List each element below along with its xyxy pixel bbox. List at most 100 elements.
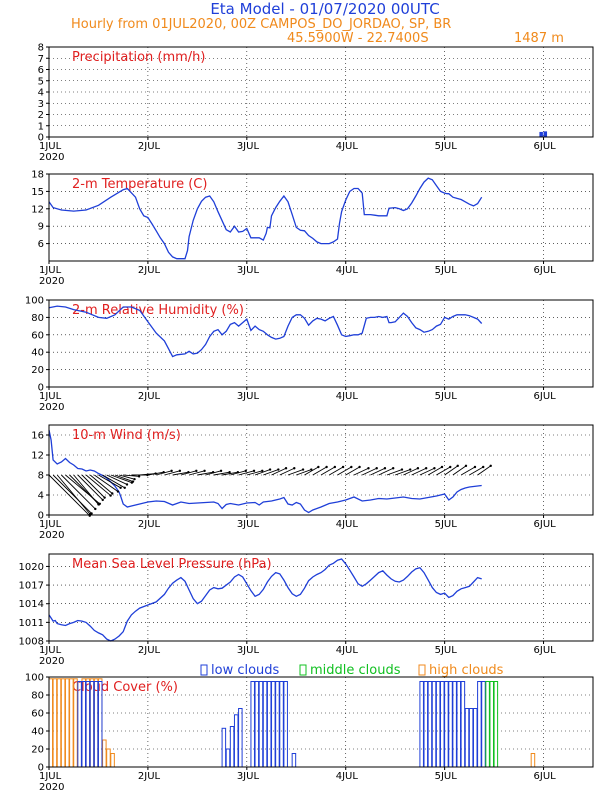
wind-barb bbox=[353, 467, 369, 476]
x-tick-label: 2JUL bbox=[138, 391, 161, 402]
series-line bbox=[48, 305, 483, 358]
y-tick-label: 100 bbox=[25, 296, 44, 307]
wind-barb bbox=[271, 467, 287, 476]
wind-barb bbox=[213, 471, 230, 476]
x-year-label: 2020 bbox=[39, 276, 64, 287]
chart-title: Eta Model - 01/07/2020 00UTC bbox=[210, 0, 439, 18]
wind-barb bbox=[164, 470, 180, 476]
x-year-label: 2020 bbox=[39, 656, 64, 667]
y-tick-label: 60 bbox=[31, 709, 44, 720]
legend-high-label: high clouds bbox=[429, 663, 504, 678]
wind-barb-head bbox=[325, 465, 328, 469]
middle-cloud-bar bbox=[493, 681, 499, 768]
wind-barb-head bbox=[97, 503, 100, 506]
wind-barb bbox=[77, 474, 104, 501]
panel-frame bbox=[48, 676, 594, 768]
wind-barb-head bbox=[391, 467, 395, 470]
wind-barb bbox=[337, 466, 352, 476]
wind-barb bbox=[329, 466, 344, 476]
low-cloud-bar bbox=[229, 726, 235, 768]
y-tick-label: 9 bbox=[38, 222, 44, 233]
wind-barb-head bbox=[317, 465, 320, 469]
y-tick-label: 1020 bbox=[19, 562, 44, 573]
wind-barb-head bbox=[178, 469, 182, 473]
low-cloud-bar bbox=[238, 708, 243, 768]
y-tick-label: 8 bbox=[38, 43, 44, 54]
y-tick-label: 7 bbox=[38, 54, 44, 65]
wind-barb-head bbox=[473, 465, 477, 469]
panel-title: Cloud Cover (%) bbox=[72, 680, 178, 695]
panel-title: Precipitation (mm/h) bbox=[72, 50, 205, 65]
wind-barb bbox=[89, 474, 113, 494]
low-cloud-bar bbox=[427, 681, 433, 768]
low-cloud-bar bbox=[481, 681, 486, 768]
low-cloud-bar bbox=[283, 681, 288, 768]
wind-barb bbox=[304, 466, 319, 476]
x-tick-label: 4JUL bbox=[336, 391, 359, 402]
wind-barb bbox=[403, 467, 419, 476]
wind-barb bbox=[419, 467, 435, 476]
wind-barb-head bbox=[116, 490, 120, 493]
wind-barb-head bbox=[482, 465, 485, 469]
y-tick-label: 0 bbox=[38, 383, 44, 394]
wind-barb bbox=[189, 470, 205, 476]
wind-barb bbox=[205, 470, 222, 476]
x-tick-label: 2JUL bbox=[138, 141, 161, 152]
y-tick-label: 1008 bbox=[19, 637, 44, 648]
high-cloud-bar bbox=[52, 678, 58, 768]
panel-frame bbox=[48, 424, 594, 516]
wind-barb bbox=[287, 469, 304, 476]
panel-frame bbox=[48, 46, 594, 138]
wind-barb bbox=[81, 474, 105, 498]
x-tick-label: 3JUL bbox=[237, 771, 260, 782]
x-tick-label: 2JUL bbox=[138, 519, 161, 530]
y-tick-label: 80 bbox=[31, 313, 44, 324]
x-tick-label: 5JUL bbox=[435, 771, 458, 782]
low-cloud-bar bbox=[233, 714, 239, 768]
wind-barb-head bbox=[456, 464, 459, 468]
y-tick-label: 2 bbox=[38, 110, 44, 121]
y-tick-label: 5 bbox=[38, 76, 44, 87]
high-cloud-bar bbox=[48, 678, 54, 768]
wind-barb bbox=[263, 469, 279, 476]
low-cloud-bar bbox=[279, 681, 284, 768]
wind-barb-head bbox=[341, 465, 345, 469]
wind-barb-head bbox=[464, 464, 468, 468]
y-tick-label: 0 bbox=[38, 763, 44, 774]
wind-barb bbox=[197, 471, 214, 476]
y-tick-label: 40 bbox=[31, 348, 44, 359]
wind-barb bbox=[427, 466, 443, 476]
panel-frame bbox=[48, 553, 594, 642]
x-year-label: 2020 bbox=[39, 530, 64, 541]
x-tick-label: 2JUL bbox=[138, 645, 161, 656]
y-tick-label: 12 bbox=[31, 204, 44, 215]
panel-title: Mean Sea Level Pressure (hPa) bbox=[72, 557, 272, 572]
wind-barb bbox=[180, 470, 197, 476]
low-cloud-bar bbox=[440, 681, 445, 768]
wind-barb bbox=[172, 471, 189, 476]
y-tick-label: 1014 bbox=[19, 599, 44, 610]
wind-barb bbox=[395, 469, 411, 476]
high-cloud-bar bbox=[110, 753, 115, 768]
low-cloud-bar bbox=[435, 681, 441, 768]
x-tick-label: 5JUL bbox=[435, 391, 458, 402]
x-tick-label: 2JUL bbox=[138, 771, 161, 782]
wind-barb-head bbox=[103, 496, 106, 499]
wind-barb bbox=[312, 466, 327, 476]
wind-barb bbox=[238, 470, 255, 476]
wind-barb-head bbox=[133, 477, 136, 481]
wind-barb bbox=[52, 474, 92, 514]
wind-barb bbox=[94, 474, 119, 492]
precip-bar bbox=[539, 131, 543, 137]
wind-barb-head bbox=[358, 465, 361, 469]
wind-barb-head bbox=[440, 465, 444, 469]
wind-barb bbox=[222, 471, 238, 476]
wind-barb-head bbox=[111, 492, 114, 495]
x-tick-label: 1JUL bbox=[39, 645, 62, 656]
wind-barb bbox=[345, 466, 360, 476]
low-cloud-bar bbox=[444, 681, 449, 768]
y-tick-label: 18 bbox=[31, 170, 44, 181]
legend-low-label: low clouds bbox=[211, 663, 280, 678]
panel-wind: 0 4 8 12 16 1JUL 2JUL 3JUL 4JUL 5JUL 6JUL 2020 10-m … bbox=[31, 424, 594, 541]
wind-barb bbox=[114, 474, 134, 482]
